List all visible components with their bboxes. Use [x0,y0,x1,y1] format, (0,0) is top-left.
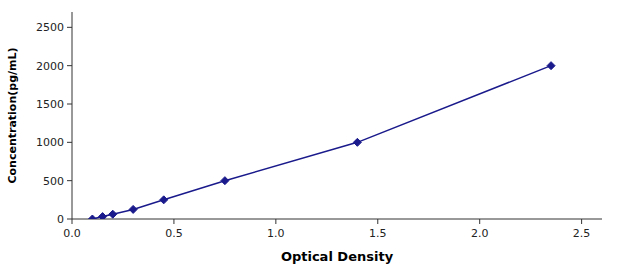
y-tick [67,142,72,143]
line [92,66,551,219]
x-tick [275,219,276,224]
x-tick-label: 1.0 [267,227,285,240]
x-tick [581,219,582,224]
x-axis-line [72,219,602,220]
x-tick-label: 1.5 [369,227,387,240]
x-tick-label: 2.5 [573,227,591,240]
y-tick [67,27,72,28]
x-tick-label: 0.5 [165,227,183,240]
marker [88,215,96,219]
y-tick [67,65,72,66]
y-tick-label: 1500 [36,98,64,111]
y-tick-label: 500 [43,175,64,188]
x-tick [377,219,378,224]
marker [129,205,137,213]
marker [221,177,229,185]
x-tick-label: 0.0 [63,227,81,240]
x-tick [72,219,73,224]
x-tick [479,219,480,224]
y-axis-line [72,12,73,219]
y-tick-label: 2500 [36,21,64,34]
x-tick-label: 2.0 [471,227,489,240]
marker [160,196,168,204]
x-tick [173,219,174,224]
x-axis-label: Optical Density [281,249,394,264]
y-tick [67,219,72,220]
marker [99,213,107,219]
marker [109,210,117,218]
plot-area [88,62,555,219]
y-tick-label: 0 [57,213,64,226]
y-axis-label: Concentration(pg/mL) [6,47,19,183]
y-tick-label: 2000 [36,60,64,73]
marker [547,62,555,70]
y-tick-label: 1000 [36,136,64,149]
y-tick [67,104,72,105]
chart: 0.0 0.5 1.0 1.5 2.0 2.5 0 500 1000 1500 2000 2500 Op… [0,0,618,271]
chart-container: 0.0 0.5 1.0 1.5 2.0 2.5 0 500 1000 1500 2000 2500 Op… [0,0,618,271]
marker [353,138,361,146]
axes: 0.0 0.5 1.0 1.5 2.0 2.5 0 500 1000 1500 2000 2500 [36,12,602,240]
y-tick [67,180,72,181]
